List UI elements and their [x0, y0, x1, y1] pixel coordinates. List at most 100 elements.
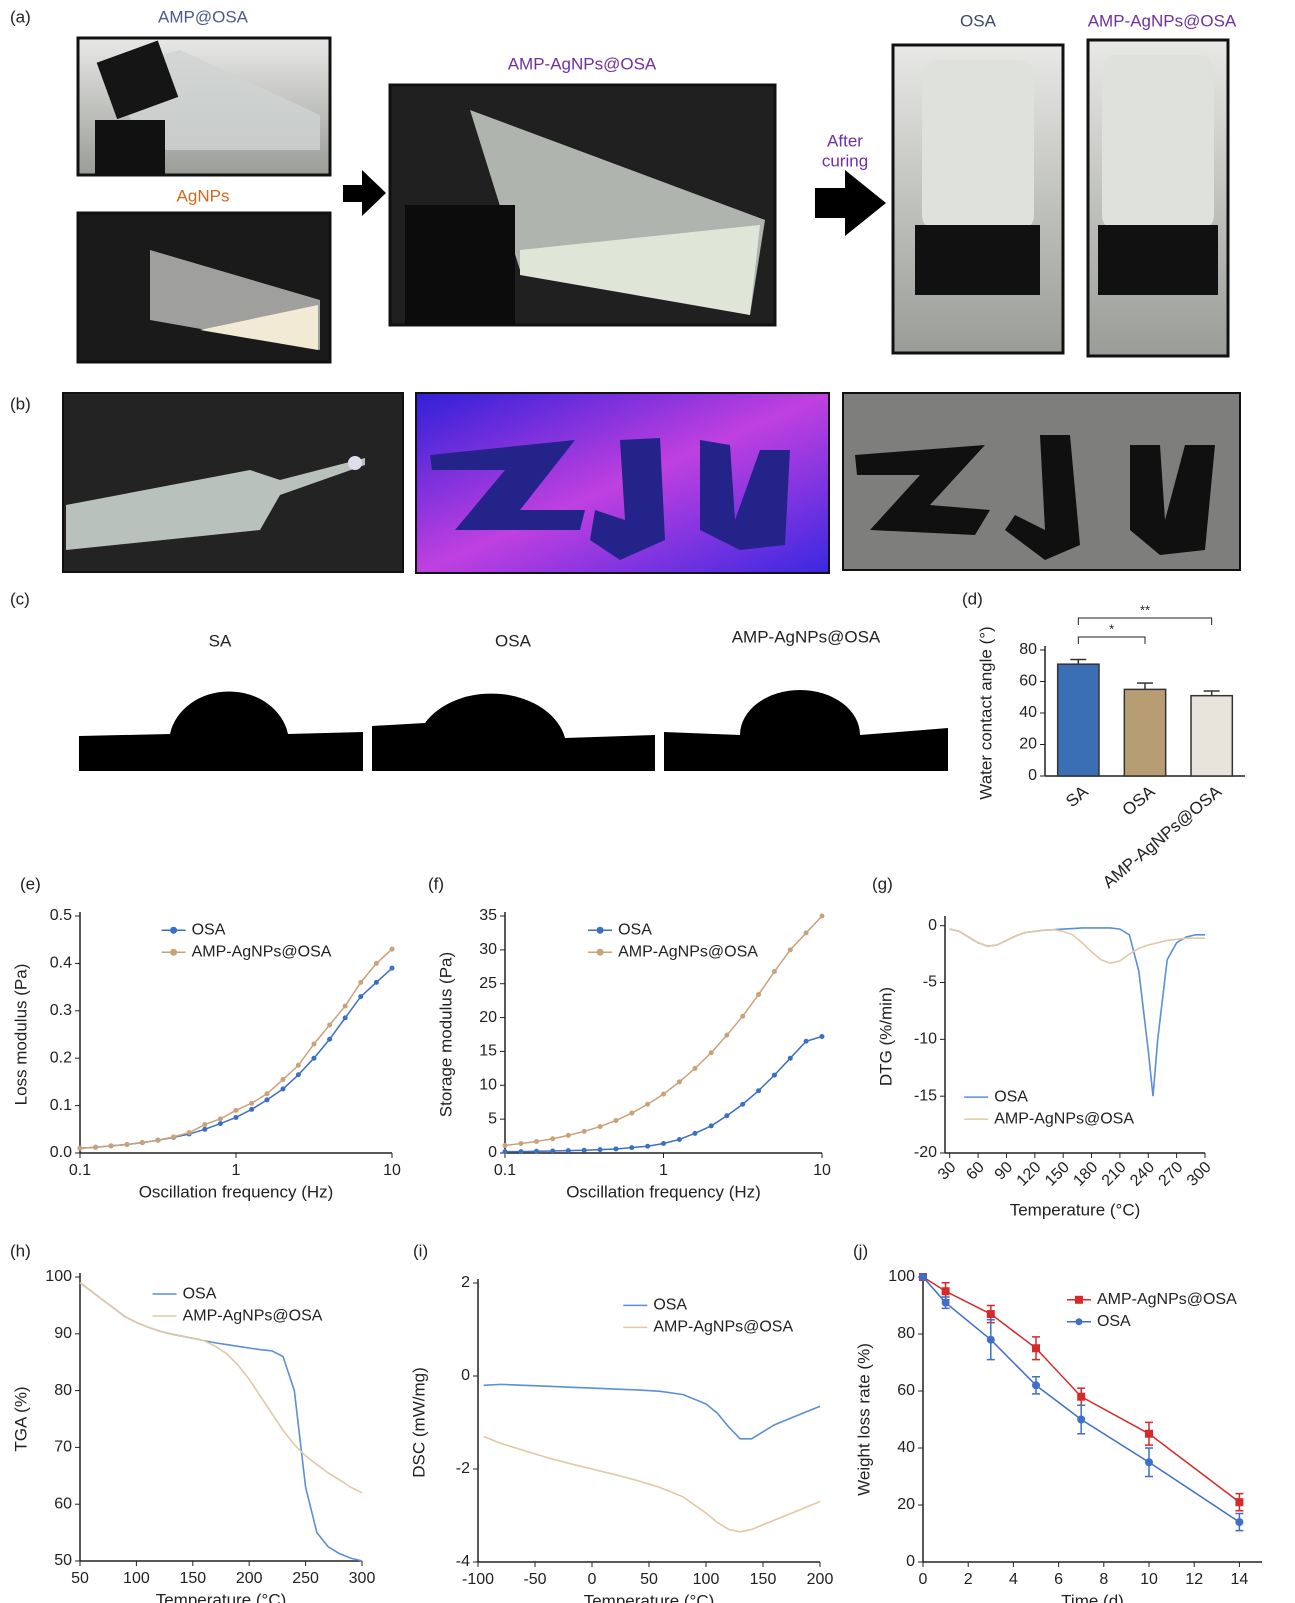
- point: [327, 1022, 333, 1028]
- caption: After: [827, 131, 863, 150]
- y-tick-label: 60: [1019, 673, 1037, 690]
- legend-label: OSA: [618, 921, 652, 938]
- x-tick-label: 6: [1054, 1571, 1063, 1588]
- y-tick-label: 0: [906, 1553, 915, 1570]
- panel-label: (j): [853, 1241, 868, 1260]
- legend-label: AMP-AgNPs@OSA: [1097, 1291, 1237, 1308]
- point: [295, 1072, 301, 1078]
- y-tick-label: 70: [54, 1439, 72, 1456]
- x-tick-label: 200: [807, 1571, 834, 1588]
- point: [613, 1146, 619, 1152]
- panel-label: (i): [413, 1241, 428, 1260]
- photo-letter: [430, 440, 585, 530]
- y-tick-label: 80: [54, 1382, 72, 1399]
- legend-label: AMP-AgNPs@OSA: [183, 1307, 323, 1324]
- series-line: [949, 928, 1205, 965]
- y-tick-label: 90: [54, 1325, 72, 1342]
- photo-liquid: [520, 225, 760, 315]
- point: [565, 1132, 571, 1138]
- y-tick-label: 0.0: [50, 1144, 72, 1161]
- droplet-silhouette: [372, 693, 655, 771]
- point: [941, 1287, 950, 1296]
- y-tick-label: 30: [479, 941, 497, 958]
- photo-cap: [96, 40, 179, 120]
- x-tick-label: 100: [123, 1570, 150, 1587]
- y-tick-label: 0.2: [50, 1049, 72, 1066]
- legend-marker: [170, 948, 178, 956]
- photo-drop: [348, 456, 362, 470]
- point: [533, 1148, 539, 1154]
- point: [756, 1088, 762, 1094]
- y-tick-label: 0: [928, 917, 937, 934]
- point: [803, 930, 809, 936]
- legend-label: OSA: [653, 1297, 687, 1314]
- photo-syringe: [66, 458, 365, 550]
- point: [565, 1148, 571, 1154]
- y-tick-label: 60: [54, 1495, 72, 1512]
- photo-cap: [1098, 225, 1218, 295]
- x-axis-label: Time (d): [1061, 1591, 1124, 1603]
- point: [108, 1143, 114, 1149]
- x-tick-label: 14: [1231, 1571, 1249, 1588]
- x-tick-label: OSA: [1119, 782, 1159, 820]
- x-axis-label: Oscillation frequency (Hz): [139, 1182, 334, 1201]
- panel-label: (g): [872, 874, 893, 893]
- x-tick-label: 240: [1127, 1159, 1158, 1190]
- caption: OSA: [495, 631, 532, 650]
- legend-marker: [170, 926, 178, 934]
- point: [295, 1062, 301, 1068]
- panel-label: (d): [962, 589, 983, 608]
- x-axis-label: Temperature (°C): [156, 1590, 287, 1603]
- point: [645, 1101, 651, 1107]
- point: [217, 1116, 223, 1122]
- panel-label: (c): [10, 589, 30, 608]
- caption: AMP-AgNPs@OSA: [732, 627, 881, 646]
- point: [502, 1149, 508, 1155]
- x-tick-label: 180: [1070, 1159, 1101, 1190]
- point: [629, 1145, 635, 1151]
- y-tick-label: 80: [897, 1325, 915, 1342]
- point: [645, 1143, 651, 1149]
- point: [1077, 1392, 1086, 1401]
- photo-letter: [700, 440, 790, 550]
- y-tick-label: -20: [914, 1144, 937, 1161]
- x-tick-label: 100: [693, 1571, 720, 1588]
- point: [171, 1134, 177, 1140]
- point: [77, 1145, 83, 1151]
- point: [581, 1147, 587, 1153]
- significance-label: **: [1140, 602, 1150, 617]
- point: [264, 1097, 270, 1103]
- caption: AgNPs: [177, 186, 230, 205]
- droplet-silhouette: [79, 691, 363, 771]
- y-tick-label: 80: [1019, 641, 1037, 658]
- arrow: [815, 170, 886, 236]
- point: [1032, 1381, 1040, 1390]
- x-tick-label: 10: [813, 1162, 831, 1179]
- x-tick-label: SA: [1062, 782, 1092, 812]
- caption: OSA: [960, 11, 997, 30]
- point: [358, 994, 364, 1000]
- x-tick-label: 250: [292, 1570, 319, 1587]
- point: [692, 1130, 698, 1136]
- caption: curing: [822, 151, 868, 170]
- legend-label: OSA: [192, 921, 226, 938]
- photo-cap: [405, 205, 515, 325]
- bar: [1056, 663, 1100, 777]
- x-tick-label: 8: [1099, 1571, 1108, 1588]
- photo-vial: [1102, 55, 1214, 230]
- y-tick-label: 60: [897, 1382, 915, 1399]
- x-tick-label: 270: [1156, 1159, 1187, 1190]
- point: [155, 1137, 161, 1143]
- y-tick-label: 40: [1019, 704, 1037, 721]
- y-tick-label: 100: [888, 1268, 915, 1285]
- point: [311, 1055, 317, 1061]
- y-tick-label: 0.1: [50, 1097, 72, 1114]
- series-line: [483, 1383, 821, 1440]
- point: [756, 992, 762, 998]
- point: [803, 1038, 809, 1044]
- y-axis-label: TGA (%): [11, 1386, 30, 1451]
- y-tick-label: 10: [479, 1077, 497, 1094]
- y-tick-label: 0: [461, 1367, 470, 1384]
- x-tick-label: 150: [179, 1570, 206, 1587]
